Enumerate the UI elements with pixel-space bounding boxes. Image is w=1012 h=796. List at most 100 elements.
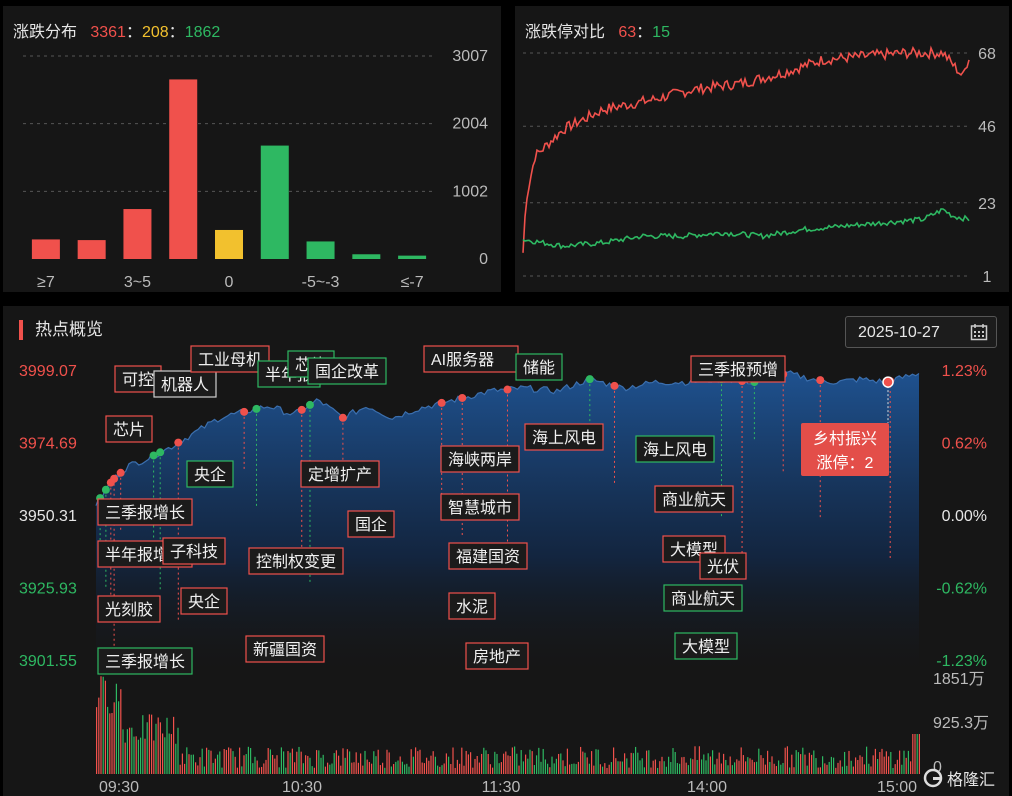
volume-bar (705, 760, 707, 774)
volume-bar (586, 757, 588, 774)
volume-bar (509, 756, 511, 774)
volume-bar (131, 727, 133, 774)
event-dot (297, 405, 306, 414)
y-tick-left: 3950.31 (19, 508, 77, 525)
volume-bar (553, 763, 555, 774)
volume-bar (137, 739, 139, 774)
concept-tag-box (663, 584, 743, 612)
volume-bar (727, 765, 729, 774)
concept-tag-box (186, 460, 234, 488)
volume-bar (208, 749, 210, 774)
volume-bar (877, 758, 879, 774)
limit-up-count: 63 (618, 24, 637, 41)
concept-tag-label: 储能 (523, 359, 555, 377)
volume-bar (448, 756, 450, 774)
volume-bar (322, 754, 324, 774)
volume-bar (861, 756, 863, 774)
volume-bar (225, 749, 227, 774)
volume-tick-label: 925.3万 (933, 715, 989, 732)
volume-bar (140, 737, 142, 774)
volume-bar (668, 756, 670, 774)
volume-bar (428, 760, 430, 774)
volume-bar (597, 749, 599, 774)
volume-bar (641, 758, 643, 774)
concept-tag-box (465, 642, 529, 670)
volume-bar (679, 763, 681, 774)
volume-bar (716, 758, 718, 774)
volume-bar (643, 767, 645, 774)
event-dot (149, 451, 158, 460)
volume-bar (868, 763, 870, 774)
event-dot (585, 375, 594, 384)
concept-tag-box (347, 510, 395, 538)
volume-bar (452, 747, 454, 774)
volume-bar (841, 766, 843, 774)
volume-bar (344, 757, 346, 774)
volume-bar (857, 760, 859, 774)
volume-bar (514, 746, 516, 774)
volume-bar (351, 762, 353, 774)
hot-title: 热点概览 (19, 320, 103, 340)
volume-bar (804, 754, 806, 774)
volume-bar (683, 756, 685, 774)
volume-bar (386, 749, 388, 774)
volume-bar (676, 763, 678, 774)
volume-bar (412, 756, 414, 774)
volume-bar (577, 761, 579, 774)
volume-bar (610, 762, 612, 774)
volume-bar (285, 767, 287, 774)
volume-bar (800, 754, 802, 774)
volume-bar (628, 767, 630, 774)
volume-bar (819, 767, 821, 774)
volume-bar (181, 753, 183, 774)
concept-tag-label: 三季报增长 (105, 504, 185, 522)
volume-bar (280, 747, 282, 774)
concept-tag-label: 水泥 (456, 598, 488, 616)
date-value: 2025-10-27 (858, 324, 940, 341)
volume-bar (124, 742, 126, 774)
volume-bar (467, 754, 469, 774)
volume-bar (406, 763, 408, 774)
volume-bar (795, 750, 797, 774)
volume-bar (269, 749, 271, 774)
volume-bar (441, 765, 443, 774)
volume-bar (855, 757, 857, 774)
event-dot (110, 474, 119, 483)
volume-bar (489, 764, 491, 774)
volume-bar (602, 766, 604, 774)
volume-bar (742, 755, 744, 774)
x-tick-label: 11:30 (482, 779, 521, 796)
volume-bar (397, 760, 399, 774)
bar (123, 209, 152, 259)
concept-tag-box (245, 635, 325, 663)
volume-bar (872, 755, 874, 774)
y-tick-label: 46 (978, 119, 996, 136)
concept-tag-label: 商业航天 (671, 590, 735, 608)
volume-bar (445, 753, 447, 774)
concept-tag-label: 光伏 (707, 558, 739, 576)
volume-bar (300, 751, 302, 774)
volume-bar (379, 765, 381, 774)
volume-bar (410, 749, 412, 774)
volume-bar (520, 750, 522, 774)
x-tick-label: ≤-7 (401, 274, 424, 291)
volume-bar (762, 758, 764, 774)
volume-bar (430, 755, 432, 774)
volume-bar (498, 763, 500, 774)
series-line (522, 45, 970, 253)
volume-bar (786, 746, 788, 774)
volume-bar (454, 767, 456, 774)
volume-bar (714, 764, 716, 774)
x-tick-label: 15:00 (877, 779, 917, 796)
volume-bar (769, 761, 771, 774)
calendar-icon[interactable] (970, 323, 988, 341)
date-picker[interactable]: 2025-10-27 (845, 316, 997, 348)
bar (215, 229, 243, 259)
volume-bar (388, 752, 390, 774)
volume-bar (203, 766, 205, 774)
volume-bar (848, 750, 850, 774)
volume-bar (709, 756, 711, 774)
y-tick-left: 3901.55 (19, 653, 77, 670)
volume-bar (745, 761, 747, 774)
volume-bar (837, 762, 839, 774)
